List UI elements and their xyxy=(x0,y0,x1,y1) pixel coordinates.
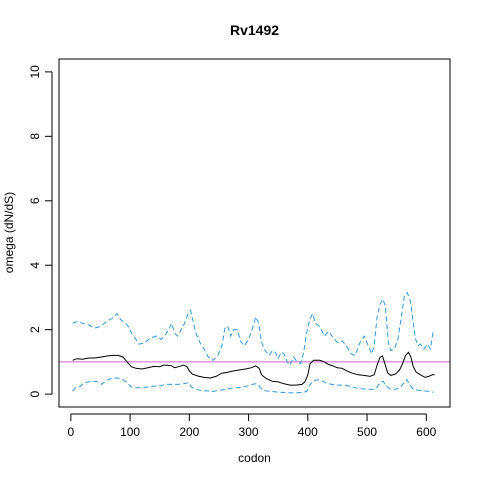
x-tick-label: 100 xyxy=(120,425,140,439)
series-line-upper xyxy=(72,291,434,367)
y-tick-label: 4 xyxy=(28,262,42,269)
x-tick-label: 300 xyxy=(239,425,259,439)
y-tick-label: 10 xyxy=(28,65,42,79)
y-tick-label: 0 xyxy=(28,390,42,397)
y-tick-label: 8 xyxy=(28,133,42,140)
x-tick-label: 200 xyxy=(179,425,199,439)
series-line-estimate xyxy=(72,351,435,386)
axes: 0 100 200 300 400 500 600 0 2 4 6 8 10 xyxy=(28,65,437,439)
plot-frame xyxy=(58,58,451,408)
x-tick-label: 600 xyxy=(416,425,436,439)
series-line-lower xyxy=(72,377,434,394)
x-axis-label: codon xyxy=(238,451,271,465)
y-tick-label: 6 xyxy=(28,197,42,204)
y-axis-label: omega (dN/dS) xyxy=(2,192,16,273)
series-layer xyxy=(59,291,450,394)
x-tick-label: 500 xyxy=(357,425,377,439)
y-tick-label: 2 xyxy=(28,326,42,333)
x-tick-label: 400 xyxy=(298,425,318,439)
x-tick-label: 0 xyxy=(68,425,75,439)
chart-title: Rv1492 xyxy=(230,22,279,38)
